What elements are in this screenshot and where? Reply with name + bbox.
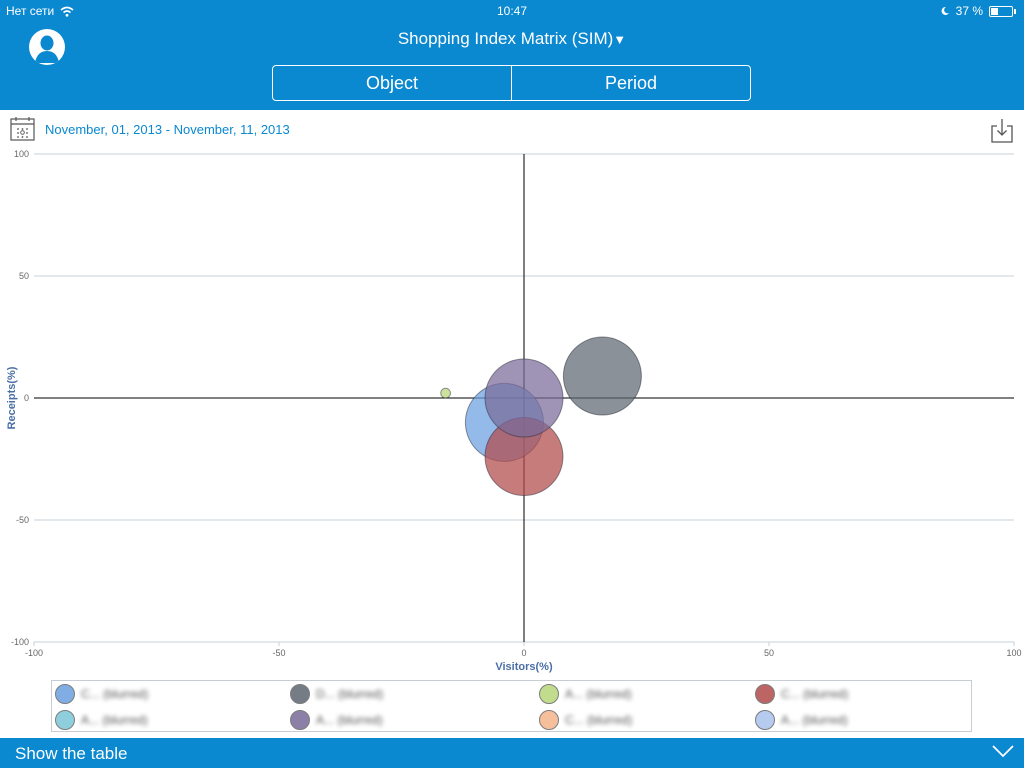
chevron-down-icon[interactable] xyxy=(992,744,1014,758)
chart-legend: C... (blurred) D... (blurred) A... (blurre… xyxy=(51,680,972,732)
y-tick-label: -50 xyxy=(16,515,29,525)
chart-ticks: -100 -50 0 50 100 -100 -50 0 50 100 xyxy=(11,149,1022,658)
x-tick-label: 50 xyxy=(764,648,774,658)
y-tick-label: 100 xyxy=(14,149,29,159)
bubble-point xyxy=(440,387,451,399)
status-left: Нет сети xyxy=(6,4,74,18)
legend-label: C... (blurred) xyxy=(565,713,633,727)
x-tick-label: -50 xyxy=(272,648,285,658)
legend-item[interactable]: A... (blurred) xyxy=(539,684,632,704)
bubble-point xyxy=(484,358,564,438)
legend-label: C... (blurred) xyxy=(781,687,849,701)
clock: 10:47 xyxy=(496,4,528,18)
legend-label: C... (blurred) xyxy=(81,687,149,701)
show-table-bar[interactable]: Show the table xyxy=(0,738,1024,768)
wifi-icon xyxy=(60,6,74,17)
y-tick-label: -100 xyxy=(11,637,29,647)
x-tick-label: -100 xyxy=(25,648,43,658)
chart-bubbles xyxy=(440,336,642,497)
legend-label: A... (blurred) xyxy=(565,687,632,701)
legend-swatch-icon xyxy=(755,684,775,704)
y-axis-label: Receipts(%) xyxy=(6,366,18,429)
legend-swatch-icon xyxy=(290,684,310,704)
page-title[interactable]: Shopping Index Matrix (SIM)▼ xyxy=(0,29,1024,49)
legend-label: A... (blurred) xyxy=(316,713,383,727)
calendar-icon[interactable] xyxy=(10,116,36,142)
legend-swatch-icon xyxy=(55,684,75,704)
legend-item[interactable]: A... (blurred) xyxy=(290,710,383,730)
y-tick-label: 50 xyxy=(19,271,29,281)
object-button[interactable]: Object xyxy=(365,72,419,93)
x-axis-label: Visitors(%) xyxy=(495,661,553,673)
legend-swatch-icon xyxy=(755,710,775,730)
title-dropdown-icon: ▼ xyxy=(613,32,627,47)
show-table-label: Show the table xyxy=(15,744,128,763)
date-bar: November, 01, 2013 - November, 11, 2013 xyxy=(0,110,1024,150)
download-icon[interactable] xyxy=(990,117,1014,143)
legend-item[interactable]: C... (blurred) xyxy=(755,684,848,704)
legend-label: A... (blurred) xyxy=(781,713,848,727)
legend-item[interactable]: C... (blurred) xyxy=(55,684,148,704)
battery-fill xyxy=(991,7,999,15)
legend-swatch-icon xyxy=(290,710,310,730)
battery-percent: 37 % xyxy=(955,4,983,18)
segmented-control: Object Period xyxy=(272,65,751,101)
bubble-point xyxy=(562,336,642,416)
y-tick-label: 0 xyxy=(24,393,29,403)
legend-label: D... (blurred) xyxy=(316,687,384,701)
bubble-chart: -100 -50 0 50 100 -100 -50 0 50 100 Visitors(%) R… xyxy=(6,149,1022,673)
legend-swatch-icon xyxy=(539,684,559,704)
battery-icon xyxy=(989,5,1013,17)
user-silhouette-icon xyxy=(35,35,59,63)
page-title-text: Shopping Index Matrix (SIM) xyxy=(397,29,614,48)
status-right: 37 % xyxy=(940,4,1016,18)
app-header: Нет сети 10:47 37 % Shopping Index Matri… xyxy=(0,0,1024,110)
moon-icon xyxy=(941,6,949,15)
status-bar: Нет сети 10:47 37 % xyxy=(0,0,1024,22)
legend-item[interactable]: C... (blurred) xyxy=(539,710,632,730)
x-tick-label: 100 xyxy=(1006,648,1021,658)
legend-label: A... (blurred) xyxy=(81,713,148,727)
legend-item[interactable]: D... (blurred) xyxy=(290,684,383,704)
x-tick-label: 0 xyxy=(521,648,526,658)
legend-swatch-icon xyxy=(55,710,75,730)
battery-tip-icon xyxy=(1014,8,1016,14)
carrier-label: Нет сети xyxy=(6,4,55,18)
date-range[interactable]: November, 01, 2013 - November, 11, 2013 xyxy=(45,122,290,137)
legend-item[interactable]: A... (blurred) xyxy=(755,710,848,730)
legend-item[interactable]: A... (blurred) xyxy=(55,710,148,730)
legend-swatch-icon xyxy=(539,710,559,730)
user-avatar-icon[interactable] xyxy=(29,29,65,65)
period-button[interactable]: Period xyxy=(511,66,750,100)
